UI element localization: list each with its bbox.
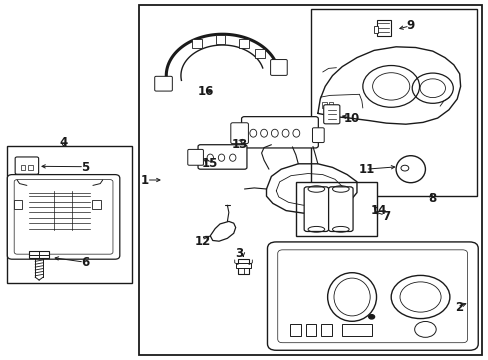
Bar [305, 324, 316, 336]
Bar [238, 259, 248, 274]
Text: 11: 11 [358, 163, 374, 176]
Text: 6: 6 [81, 256, 89, 269]
Text: 8: 8 [428, 192, 436, 204]
Ellipse shape [229, 154, 235, 161]
Bar [239, 39, 248, 48]
Text: 5: 5 [81, 161, 89, 174]
Bar [290, 324, 301, 336]
Bar [310, 9, 476, 196]
Bar [295, 182, 376, 236]
Bar [7, 146, 132, 283]
Bar [376, 20, 390, 36]
Bar [28, 165, 33, 170]
FancyBboxPatch shape [7, 175, 120, 259]
FancyBboxPatch shape [267, 242, 477, 350]
Text: 7: 7 [382, 210, 389, 222]
Ellipse shape [271, 129, 278, 137]
Ellipse shape [292, 129, 299, 137]
FancyBboxPatch shape [154, 76, 172, 91]
Bar [373, 26, 377, 33]
FancyBboxPatch shape [198, 145, 246, 169]
FancyBboxPatch shape [312, 128, 324, 143]
Bar [192, 39, 202, 48]
Bar [255, 49, 264, 58]
Text: 15: 15 [202, 157, 218, 170]
Bar [342, 324, 371, 336]
Text: 1: 1 [140, 174, 148, 186]
FancyBboxPatch shape [323, 105, 339, 124]
Ellipse shape [207, 154, 213, 161]
Bar [20, 165, 25, 170]
Bar [320, 324, 331, 336]
Text: 3: 3 [235, 247, 243, 260]
Bar [92, 200, 101, 209]
Text: 9: 9 [406, 19, 414, 32]
Bar [235, 263, 251, 268]
Ellipse shape [218, 154, 224, 161]
Text: 12: 12 [194, 235, 211, 248]
Bar [328, 102, 333, 108]
Bar [321, 102, 326, 108]
Text: 14: 14 [370, 204, 386, 217]
Text: 13: 13 [231, 138, 247, 150]
FancyBboxPatch shape [187, 149, 203, 165]
Ellipse shape [249, 129, 256, 137]
Bar [215, 35, 225, 44]
Ellipse shape [282, 129, 288, 137]
FancyBboxPatch shape [15, 157, 39, 174]
Bar [14, 200, 22, 209]
FancyBboxPatch shape [241, 117, 318, 148]
Bar [139, 5, 481, 355]
FancyBboxPatch shape [328, 187, 352, 231]
Text: 16: 16 [197, 85, 213, 98]
Text: 2: 2 [455, 301, 463, 314]
Text: 10: 10 [343, 112, 360, 125]
Circle shape [368, 315, 374, 319]
FancyBboxPatch shape [230, 123, 248, 144]
Ellipse shape [260, 129, 267, 137]
FancyBboxPatch shape [270, 59, 286, 75]
Text: 4: 4 [60, 136, 67, 149]
Bar [29, 251, 49, 258]
FancyBboxPatch shape [304, 187, 328, 231]
